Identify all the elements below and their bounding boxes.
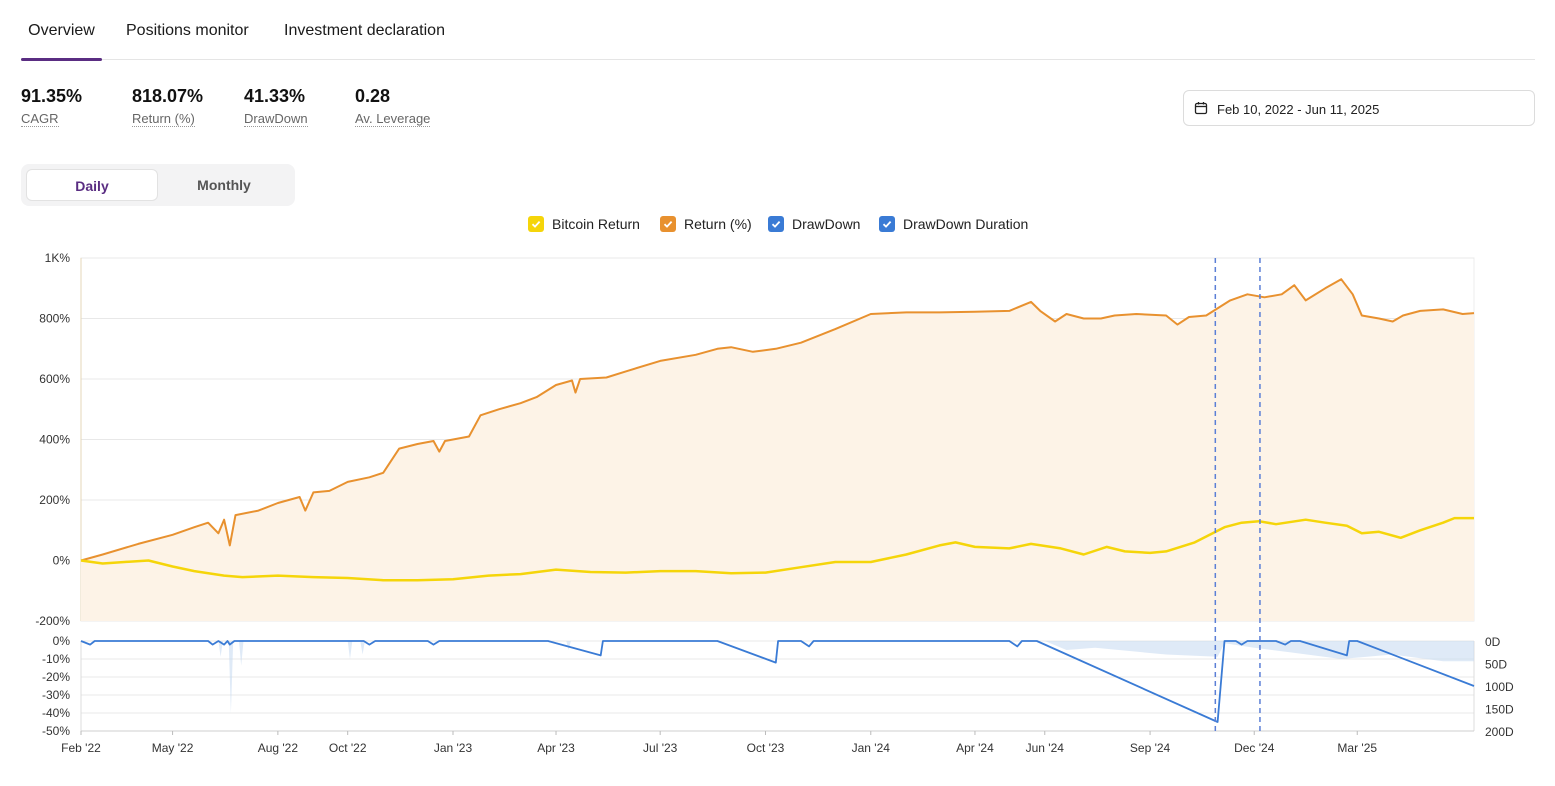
stat-value: 41.33% [244,86,306,106]
dd-y-tick-label: -40% [42,706,70,720]
stat-label[interactable]: Return (%) [132,111,195,127]
tab-overview[interactable]: Overview [21,0,102,61]
chart-legend: Bitcoin Return Return (%) DrawDown DrawD… [0,215,1555,235]
stat-value: 91.35% [21,86,83,106]
y-tick-label: 200% [39,493,70,507]
x-tick-label: Oct '23 [747,741,785,755]
x-tick-label: Dec '24 [1234,741,1275,755]
tab-positions-monitor[interactable]: Positions monitor [126,22,249,39]
stat-return: 818.07% Return (%) [132,86,203,128]
stat-value: 818.07% [132,86,204,106]
daily-button[interactable]: Daily [26,169,158,201]
y-tick-label: 800% [39,312,70,326]
x-tick-label: Sep '24 [1130,741,1171,755]
x-tick-label: May '22 [152,741,194,755]
x-tick-label: Jun '24 [1026,741,1065,755]
performance-chart[interactable]: 1K% 800% 600% 400% 200% 0% -200% 0% -10% -20% -30%… [0,240,1555,760]
bitcoin-series-line [80,516,1474,582]
x-tick-label: Jul '23 [643,741,678,755]
stat-label[interactable]: DrawDown [244,111,308,127]
checkbox-icon [660,216,676,232]
return-series-line [80,278,1475,562]
dd-y-tick-label: -30% [42,688,70,702]
y-tick-label: -200% [35,614,70,628]
dd-y-tick-label: 0% [53,634,71,648]
date-range-text: Feb 10, 2022 - Jun 11, 2025 [1217,102,1380,117]
stat-label[interactable]: CAGR [21,111,59,127]
drawdown-series-line [80,640,1475,723]
dd-y-tick-label: -50% [42,724,70,738]
dd-y2-tick-label: 0D [1485,635,1501,649]
stat-drawdown: 41.33% DrawDown [244,86,308,128]
dd-y-tick-label: -10% [42,652,70,666]
date-range-picker[interactable]: Feb 10, 2022 - Jun 11, 2025 [1183,90,1535,126]
y-tick-label: 400% [39,433,70,447]
tab-investment-declaration[interactable]: Investment declaration [284,22,445,39]
dd-y2-tick-label: 50D [1485,658,1507,672]
x-tick-label: Oct '22 [329,741,367,755]
x-tick-label: Feb '22 [61,741,101,755]
y-tick-label: 0% [53,554,71,568]
checkbox-icon [879,216,895,232]
y-tick-label: 1K% [45,251,71,265]
y-tick-label: 600% [39,372,70,386]
dd-y-tick-label: -20% [42,670,70,684]
legend-label: Return (%) [684,216,752,232]
stat-leverage: 0.28 Av. Leverage [355,86,431,128]
period-toggle: Daily Monthly [21,164,295,206]
stat-value: 0.28 [355,86,391,106]
dd-y2-tick-label: 100D [1485,680,1514,694]
x-tick-label: Apr '24 [956,741,994,755]
stat-label[interactable]: Av. Leverage [355,111,431,127]
calendar-icon [1194,101,1208,118]
dd-y2-tick-label: 200D [1485,725,1514,739]
monthly-button[interactable]: Monthly [197,177,251,193]
stat-cagr: 91.35% CAGR [21,86,82,128]
legend-label: DrawDown Duration [903,216,1029,232]
return-area [81,279,1474,621]
x-tick-label: Jan '24 [852,741,891,755]
x-tick-label: Aug '22 [258,741,299,755]
legend-label: DrawDown [792,216,861,232]
checkbox-icon [528,216,544,232]
legend-label: Bitcoin Return [552,216,640,232]
x-tick-label: Jan '23 [434,741,473,755]
dd-y2-tick-label: 150D [1485,703,1514,717]
tab-bar: Overview Positions monitor Investment de… [21,0,1535,61]
x-tick-label: Mar '25 [1337,741,1377,755]
x-tick-label: Apr '23 [537,741,575,755]
checkbox-icon [768,216,784,232]
